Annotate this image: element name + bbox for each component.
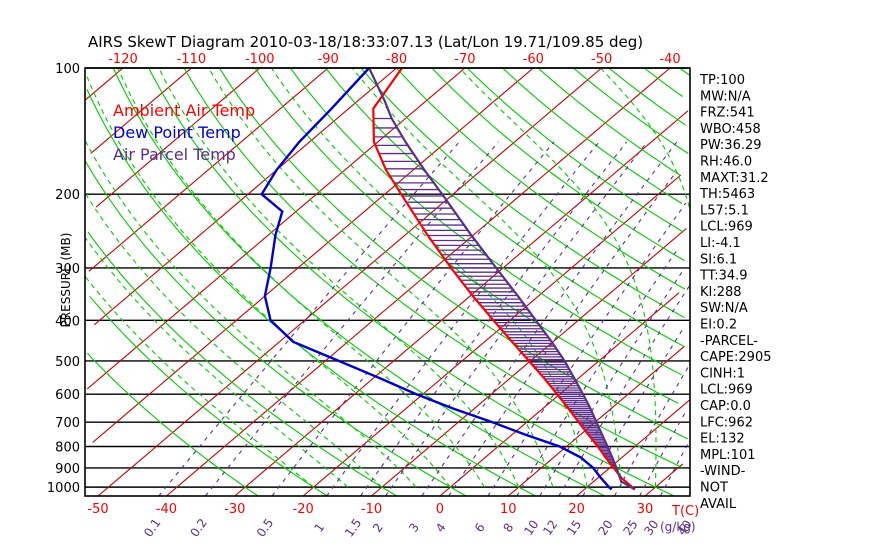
bottom-temp-tick-10: 10 (500, 502, 517, 517)
index-ki: KI:288 (700, 285, 742, 300)
index-si: SI:6.1 (700, 252, 737, 267)
legend-item-1: Dew Point Temp (113, 123, 241, 142)
cape-hatch-layer (373, 117, 618, 472)
legend-item-2: Air Parcel Temp (113, 145, 236, 164)
bottom-temp-tick-0: 0 (436, 502, 444, 517)
top-temp-tick--120: -120 (108, 52, 138, 67)
index-not: NOT (700, 481, 728, 496)
top-temp-tick--100: -100 (245, 52, 275, 67)
index-cape: CAPE:2905 (700, 350, 772, 365)
x-axis-title-mixing: (g/kg) (660, 520, 696, 534)
top-temp-tick--60: -60 (523, 52, 544, 67)
index-cinh: CINH:1 (700, 366, 745, 381)
plot-frame (84, 67, 691, 497)
pressure-tick-500: 500 (55, 355, 80, 370)
page-title: AIRS SkewT Diagram 2010-03-18/18:33:07.1… (88, 33, 643, 51)
pressure-tick-900: 900 (55, 462, 80, 477)
x-axis-title-temp: T(C) (671, 504, 699, 519)
profile-curve-layer (260, 67, 636, 491)
index-tt: TT:34.9 (699, 269, 748, 284)
index-li: LI:-4.1 (700, 236, 741, 251)
top-temp-tick--80: -80 (386, 52, 407, 67)
top-temp-tick--50: -50 (591, 52, 612, 67)
bottom-temp-tick--50: -50 (87, 502, 108, 517)
index-ei: EI:0.2 (700, 318, 737, 333)
legend-layer: Ambient Air Temp Dew Point Temp Air Parcel… (113, 101, 255, 164)
index-parcel: -PARCEL- (700, 334, 758, 349)
index-el: EL:132 (700, 432, 745, 447)
index-mpl: MPL:101 (700, 448, 756, 463)
pressure-tick-800: 800 (55, 441, 80, 456)
index-mw: MW:N/A (700, 89, 751, 104)
index-lfc: LFC:962 (700, 415, 753, 430)
top-temp-tick--70: -70 (454, 52, 475, 67)
index-avail: AVAIL (700, 497, 737, 512)
y-axis-title: PRESSURE (MB) (59, 233, 73, 328)
pressure-tick-700: 700 (55, 416, 80, 431)
pressure-tick-300: 300 (55, 262, 80, 277)
index-tp: TP:100 (699, 73, 745, 88)
legend-item-0: Ambient Air Temp (113, 101, 255, 120)
pressure-tick-400: 400 (55, 314, 80, 329)
index-wind: -WIND- (700, 464, 746, 479)
pressure-tick-600: 600 (55, 388, 80, 403)
top-temp-tick--110: -110 (177, 52, 207, 67)
pressure-tick-200: 200 (55, 188, 80, 203)
top-temp-tick--90: -90 (318, 52, 339, 67)
bottom-temp-tick--40: -40 (156, 502, 177, 517)
index-sw: SW:N/A (700, 301, 748, 316)
index-rh: RH:46.0 (700, 155, 752, 170)
top-temp-tick--40: -40 (659, 52, 680, 67)
index-cap: CAP:0.0 (700, 399, 751, 414)
bottom-temp-tick-20: 20 (568, 502, 585, 517)
index-lcl: LCL:969 (700, 383, 753, 398)
index-l57: L57:5.1 (700, 203, 749, 218)
bottom-temp-tick--20: -20 (293, 502, 314, 517)
index-maxt: MAXT:31.2 (700, 171, 769, 186)
index-wbo: WBO:458 (700, 122, 761, 137)
bottom-temp-tick--30: -30 (224, 502, 245, 517)
index-th: TH:5463 (699, 187, 755, 202)
bottom-temp-tick--10: -10 (361, 502, 382, 517)
index-lcl: LCL:969 (700, 220, 753, 235)
pressure-tick-100: 100 (55, 62, 80, 77)
index-pw: PW:36.29 (700, 138, 762, 153)
pressure-tick-1000: 1000 (47, 481, 80, 496)
index-frz: FRZ:541 (700, 106, 755, 121)
bottom-temp-tick-30: 30 (637, 502, 654, 517)
